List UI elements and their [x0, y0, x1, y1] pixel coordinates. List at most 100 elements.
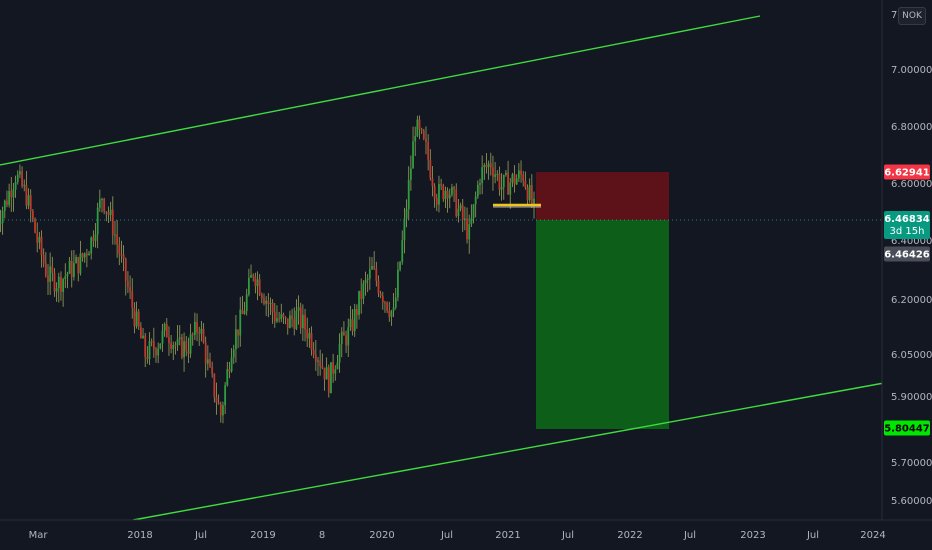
candle-body — [272, 303, 274, 312]
candle-body — [123, 255, 125, 259]
candle-body — [28, 195, 30, 205]
candle-body — [26, 185, 28, 206]
candle-body — [300, 307, 302, 328]
candle-body — [436, 198, 438, 204]
candle-body — [222, 405, 224, 415]
candle-body — [263, 298, 265, 304]
candle-body — [337, 362, 339, 369]
candle-body — [391, 311, 393, 317]
candle-body — [267, 301, 269, 304]
candle-body — [522, 175, 524, 181]
candle-body — [501, 187, 503, 189]
entry-tag-label: 6.46426 — [884, 250, 930, 261]
candle-body — [172, 345, 174, 349]
candle-body — [114, 235, 116, 236]
stop-loss-zone[interactable] — [536, 172, 669, 220]
candle-body — [75, 257, 77, 263]
candle-body — [216, 397, 218, 402]
candle-body — [345, 336, 347, 346]
candle-body — [503, 175, 505, 187]
candle-body — [233, 349, 235, 357]
candle-body — [129, 287, 131, 291]
candle-body — [419, 120, 421, 130]
candle-body — [410, 169, 412, 180]
candle-body — [82, 254, 84, 258]
candle-body — [142, 336, 144, 339]
time-tick-label: Jul — [806, 530, 819, 541]
candle-body — [440, 184, 442, 186]
candle-body — [10, 191, 12, 197]
candle-body — [341, 332, 343, 344]
candle-body — [533, 199, 535, 204]
candle-body — [432, 178, 434, 186]
candle-body — [32, 211, 34, 219]
price-tick-label: 5.60000 — [891, 496, 932, 507]
candle-body — [38, 237, 40, 243]
candle-body — [414, 136, 416, 141]
currency-badge[interactable]: NOK — [898, 7, 926, 25]
candle-body — [373, 266, 375, 268]
candle-body — [71, 261, 73, 277]
candle-body — [380, 293, 382, 296]
time-tick-label: 2022 — [617, 530, 642, 541]
candle-body — [393, 307, 395, 311]
candle-body — [112, 210, 114, 235]
candle-body — [531, 185, 533, 204]
time-tick-label: Jul — [683, 530, 696, 541]
candle-body — [352, 319, 354, 331]
candle-body — [146, 357, 148, 359]
time-tick-label: 2020 — [369, 530, 394, 541]
candle-body — [235, 329, 237, 349]
candle-body — [56, 288, 58, 291]
candle-body — [140, 327, 142, 338]
candle-body — [308, 333, 310, 338]
candle-body — [194, 322, 196, 335]
candle-body — [21, 171, 23, 186]
candle-body — [229, 369, 231, 371]
candle-body — [205, 342, 207, 363]
candle-body — [306, 330, 308, 339]
candle-body — [527, 188, 529, 201]
candle-body — [246, 294, 248, 311]
candle-body — [170, 343, 172, 349]
time-tick-label: 2018 — [127, 530, 152, 541]
candle-body — [244, 311, 246, 314]
candle-body — [196, 322, 198, 333]
candle-body — [58, 277, 60, 288]
candle-body — [175, 345, 177, 346]
candle-body — [365, 280, 367, 283]
candle-body — [458, 209, 460, 216]
candle-body — [319, 361, 321, 367]
last-price-tag-label: 6.46834 — [884, 214, 930, 225]
candle-body — [358, 291, 360, 315]
candle-body — [293, 319, 295, 329]
candle-body — [317, 361, 319, 362]
candle-body — [339, 344, 341, 363]
candle-body — [30, 195, 32, 211]
candle-body — [367, 279, 369, 280]
candle-body — [144, 336, 146, 357]
take-profit-zone[interactable] — [536, 220, 669, 429]
candle-body — [118, 244, 120, 254]
candle-body — [291, 316, 293, 320]
candle-body — [213, 374, 215, 397]
candle-body — [438, 184, 440, 205]
candle-body — [382, 296, 384, 303]
candle-body — [395, 297, 397, 307]
candle-body — [13, 190, 15, 198]
candle-body — [162, 331, 164, 344]
candle-body — [218, 403, 220, 404]
candle-body — [488, 163, 490, 167]
candle-body — [159, 344, 161, 349]
candle-body — [425, 139, 427, 143]
candle-body — [261, 295, 263, 298]
candle-body — [95, 234, 97, 241]
candle-body — [486, 165, 488, 167]
candle-body — [242, 310, 244, 314]
time-tick-label: Jul — [561, 530, 574, 541]
candle-body — [473, 204, 475, 218]
candle-body — [404, 219, 406, 241]
candle-body — [477, 185, 479, 197]
